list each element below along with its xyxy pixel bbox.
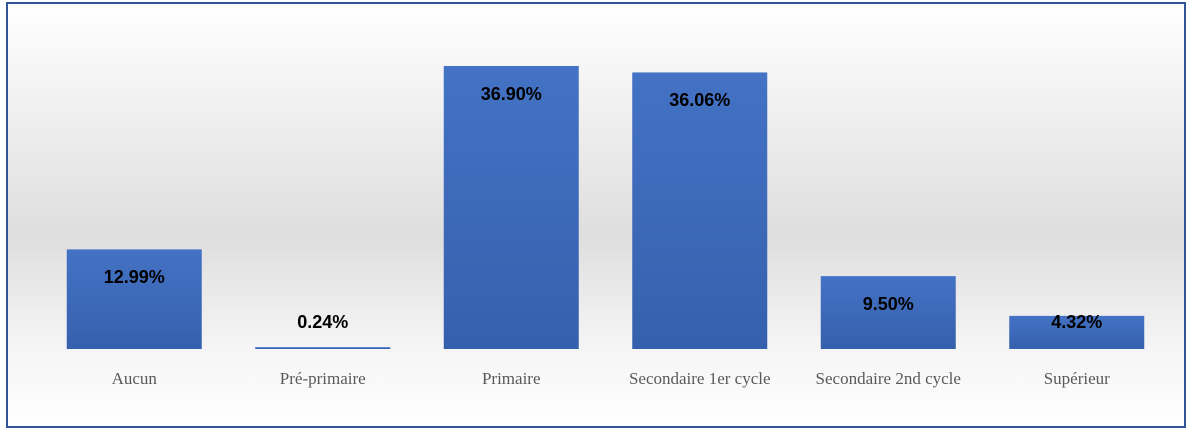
data-label: 36.90%: [481, 84, 542, 104]
bar: [820, 276, 956, 349]
x-tick-label: Supérieur: [1043, 369, 1110, 388]
x-tick-label: Primaire: [481, 369, 541, 388]
data-label: 9.50%: [863, 294, 914, 314]
data-label: 12.99%: [104, 267, 165, 287]
data-label: 4.32%: [1051, 312, 1102, 332]
bar: [66, 249, 202, 349]
data-label: 0.24%: [297, 312, 348, 332]
x-tick-label: Aucun: [111, 369, 157, 388]
bar: [255, 347, 391, 349]
plot-background: [6, 2, 1186, 428]
x-tick-label: Secondaire 1er cycle: [628, 369, 771, 388]
x-tick-label: Secondaire 2nd cycle: [815, 369, 961, 388]
bar: [632, 72, 768, 350]
data-label: 36.06%: [669, 90, 730, 110]
x-tick-label: Pré-primaire: [279, 369, 366, 388]
bar: [443, 66, 579, 349]
bar: [1009, 315, 1145, 349]
